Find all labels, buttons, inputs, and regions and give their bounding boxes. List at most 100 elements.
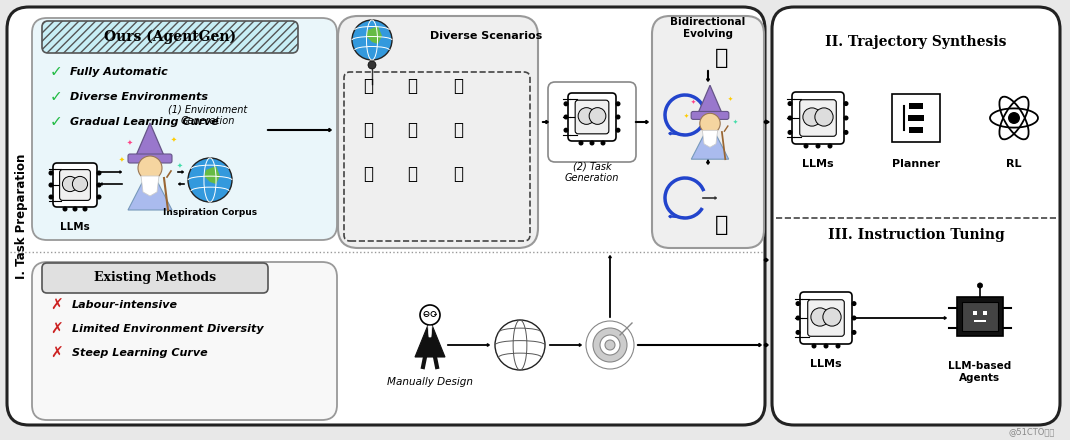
Polygon shape (135, 123, 165, 158)
Text: @51CTO博客: @51CTO博客 (1009, 427, 1055, 436)
Text: 🗺: 🗺 (407, 165, 417, 183)
Circle shape (1009, 113, 1020, 123)
Circle shape (590, 108, 606, 125)
Polygon shape (141, 176, 159, 196)
Circle shape (789, 102, 792, 106)
Text: Diverse Scenarios: Diverse Scenarios (430, 31, 542, 41)
Text: LLMs: LLMs (60, 222, 90, 232)
FancyBboxPatch shape (60, 169, 90, 200)
Circle shape (564, 128, 568, 132)
Text: Fully Automatic: Fully Automatic (70, 67, 168, 77)
FancyBboxPatch shape (792, 92, 844, 144)
Circle shape (63, 207, 66, 211)
FancyBboxPatch shape (771, 7, 1060, 425)
Circle shape (796, 330, 799, 334)
FancyBboxPatch shape (808, 300, 844, 336)
Circle shape (578, 108, 595, 125)
Text: III. Instruction Tuning: III. Instruction Tuning (827, 228, 1005, 242)
Circle shape (811, 308, 829, 326)
Text: ✓: ✓ (50, 65, 63, 80)
Circle shape (828, 144, 831, 148)
Circle shape (605, 340, 615, 350)
Text: ✦: ✦ (177, 163, 183, 169)
Circle shape (73, 176, 88, 191)
Circle shape (796, 316, 799, 320)
Text: Gradual Learning Curve: Gradual Learning Curve (70, 117, 218, 127)
FancyBboxPatch shape (128, 154, 172, 163)
Circle shape (601, 141, 605, 145)
FancyBboxPatch shape (576, 100, 609, 134)
Polygon shape (702, 130, 718, 147)
Text: LLMs: LLMs (810, 359, 842, 369)
FancyBboxPatch shape (32, 262, 337, 420)
Text: Diverse Environments: Diverse Environments (70, 92, 208, 102)
Text: RL: RL (1006, 159, 1022, 169)
Circle shape (977, 283, 982, 288)
Text: 🎯: 🎯 (716, 215, 729, 235)
Circle shape (564, 102, 568, 106)
Text: Bidirectional
Evolving: Bidirectional Evolving (671, 17, 746, 39)
Circle shape (824, 344, 828, 348)
Text: ✦: ✦ (171, 137, 177, 143)
Polygon shape (698, 85, 722, 115)
Text: ✗: ✗ (50, 322, 63, 337)
Polygon shape (428, 326, 432, 337)
Circle shape (789, 131, 792, 134)
Polygon shape (128, 177, 172, 210)
Bar (983, 311, 988, 315)
Text: ✦: ✦ (684, 114, 689, 119)
Text: 👒: 👒 (363, 165, 373, 183)
Text: ✦: ✦ (127, 140, 133, 146)
Circle shape (49, 171, 52, 175)
FancyBboxPatch shape (568, 93, 616, 141)
Text: Inspiration Corpus: Inspiration Corpus (163, 208, 257, 216)
Circle shape (836, 344, 840, 348)
Circle shape (700, 113, 720, 134)
Text: ✦: ✦ (733, 119, 738, 124)
Circle shape (352, 20, 392, 60)
FancyBboxPatch shape (7, 7, 765, 425)
Text: 🧳: 🧳 (453, 165, 463, 183)
Circle shape (616, 128, 620, 132)
Text: Planner: Planner (892, 159, 941, 169)
FancyBboxPatch shape (42, 21, 299, 53)
Bar (910, 103, 922, 109)
Polygon shape (415, 325, 445, 357)
FancyBboxPatch shape (338, 16, 538, 248)
Circle shape (852, 302, 856, 305)
Text: 💻: 💻 (363, 121, 373, 139)
FancyBboxPatch shape (548, 82, 636, 162)
Circle shape (852, 330, 856, 334)
Text: 🎯: 🎯 (716, 48, 729, 68)
FancyBboxPatch shape (962, 302, 998, 331)
Circle shape (616, 102, 620, 106)
Text: Labour-intensive: Labour-intensive (72, 300, 178, 310)
Circle shape (844, 116, 847, 120)
FancyBboxPatch shape (892, 94, 941, 142)
Circle shape (49, 195, 52, 199)
Text: (1) Environment
Generation: (1) Environment Generation (168, 104, 247, 126)
FancyBboxPatch shape (800, 292, 852, 344)
Circle shape (97, 195, 101, 199)
Text: LLM-based
Agents: LLM-based Agents (948, 361, 1011, 383)
Text: ✦: ✦ (690, 100, 696, 105)
Bar (973, 311, 977, 315)
FancyBboxPatch shape (957, 297, 1004, 336)
Text: I. Task Preparation: I. Task Preparation (15, 153, 28, 279)
Circle shape (97, 183, 101, 187)
Bar (910, 127, 922, 133)
Circle shape (97, 171, 101, 175)
Text: Existing Methods: Existing Methods (94, 271, 216, 285)
Circle shape (188, 158, 232, 202)
Circle shape (802, 108, 821, 126)
Circle shape (421, 305, 440, 325)
Circle shape (138, 156, 162, 180)
FancyBboxPatch shape (691, 111, 729, 119)
FancyBboxPatch shape (54, 163, 97, 207)
Circle shape (852, 316, 856, 320)
Text: ✦: ✦ (728, 97, 733, 102)
Text: 💗: 💗 (407, 121, 417, 139)
Circle shape (600, 335, 620, 355)
Circle shape (579, 141, 583, 145)
Text: LLMs: LLMs (802, 159, 834, 169)
